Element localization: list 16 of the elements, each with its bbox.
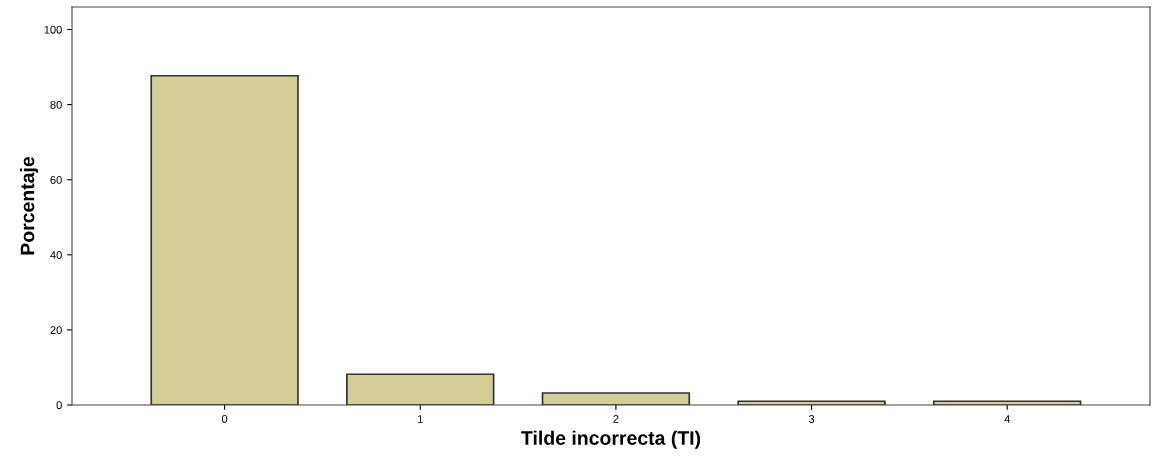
x-tick-label: 3 (808, 415, 815, 423)
bar (541, 392, 691, 405)
y-tick-label: 20 (50, 326, 62, 335)
y-tick-label: 40 (50, 251, 62, 259)
y-tick-label: 100 (44, 25, 62, 34)
y-tick-label: 80 (50, 100, 62, 109)
y-axis-title: Porcentaje (20, 156, 39, 255)
x-tick-label: 1 (418, 415, 423, 423)
x-tick-label: 0 (221, 415, 228, 423)
x-tick-label: 2 (613, 415, 619, 423)
y-tick-label: 60 (50, 175, 62, 184)
y-tick-label: 0 (56, 401, 62, 410)
bar (346, 373, 495, 405)
x-tick-label: 4 (1004, 415, 1010, 423)
x-axis-title: Tilde incorrecta (TI) (521, 430, 701, 449)
bar (150, 74, 299, 405)
